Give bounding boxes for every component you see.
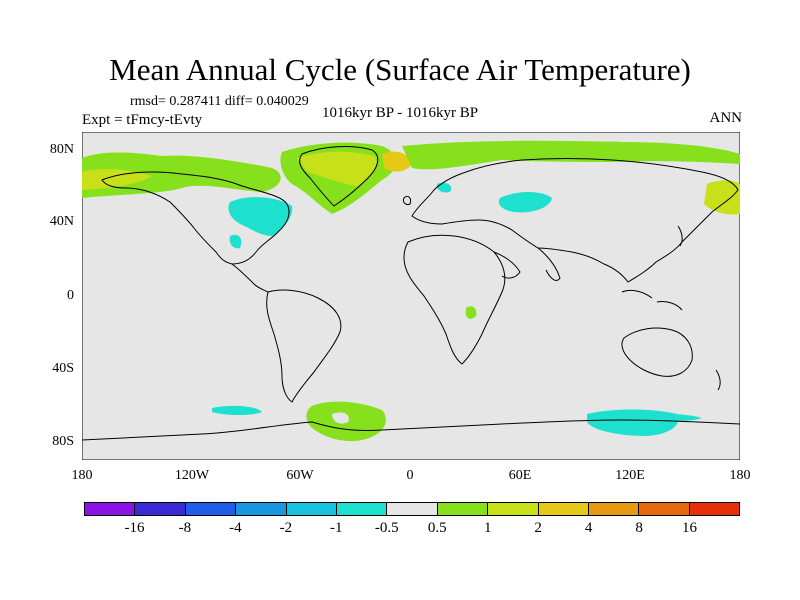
lat-tick-80n: 80N <box>49 142 74 157</box>
experiment-label: Expt = tFmcy-tEvty <box>82 112 203 128</box>
lon-tick-120w: 120W <box>174 468 210 483</box>
coast-eurasia <box>411 158 739 283</box>
world-map <box>82 132 740 460</box>
coastlines <box>82 146 740 441</box>
lat-tick-80s: 80S <box>52 434 74 449</box>
coast-indonesia <box>621 289 683 311</box>
anomaly-cool-gulf <box>229 234 242 249</box>
lat-tick-40n: 40N <box>49 214 74 229</box>
anomaly-cool-east-antarctica-tail <box>627 413 702 422</box>
colorbar-label: -1 <box>330 520 343 536</box>
colorbar-segment <box>437 503 489 515</box>
anomaly-warm-africa <box>465 306 477 319</box>
colorbar-segment <box>185 503 237 515</box>
anomaly-cool-north-america <box>228 197 293 236</box>
lat-tick-0: 0 <box>67 288 74 303</box>
colorbar-segment <box>135 503 186 515</box>
anomaly-fields <box>82 140 740 442</box>
colorbar-label: 0.5 <box>427 520 447 536</box>
colorbar-segment <box>85 503 136 515</box>
chart-title: Mean Annual Cycle (Surface Air Temperatu… <box>109 52 691 87</box>
colorbar-segment <box>236 503 287 515</box>
anomaly-cool-baltic <box>436 182 452 193</box>
stats-text: rmsd= 0.287411 diff= 0.040029 <box>130 94 309 109</box>
coast-antarctica <box>82 419 740 441</box>
colorbar-segment <box>639 503 690 515</box>
coast-north-america <box>101 171 290 265</box>
lon-tick-60e: 60E <box>508 468 532 483</box>
coast-japan <box>677 225 683 247</box>
lon-tick-60w: 60W <box>286 468 314 483</box>
anomaly-warm-east-siberia <box>602 141 643 155</box>
anomaly-warm-weddell-hole <box>332 412 349 424</box>
colorbar-segment <box>488 503 539 515</box>
anomaly-cool-central-asia <box>498 192 552 213</box>
colorbar-label: -8 <box>178 520 192 536</box>
coast-india <box>537 247 561 281</box>
season-label: ANN <box>709 110 743 126</box>
colorbar-segment <box>689 503 740 515</box>
period-label: 1016kyr BP - 1016kyr BP <box>322 105 479 121</box>
lon-tick-180w: 180 <box>71 468 93 483</box>
coast-central-america <box>231 263 269 293</box>
lat-tick-40s: 40S <box>52 361 74 376</box>
anomaly-warm-greenland-peak <box>382 151 412 172</box>
coast-arabia <box>493 251 521 279</box>
anomaly-warm-kamchatka <box>704 180 740 215</box>
coast-uk <box>403 195 411 205</box>
colorbar-label: -2 <box>279 520 293 536</box>
colorbar-label: 1 <box>483 520 492 536</box>
colorbar-label: 8 <box>635 520 643 536</box>
colorbar-label: -16 <box>124 520 145 536</box>
colorbar-segment <box>286 503 337 515</box>
colorbar-segment <box>538 503 589 515</box>
anomaly-warm-greenland-core <box>297 151 377 186</box>
colorbar-label: 4 <box>584 520 593 536</box>
anomaly-cool-south-pacific <box>212 405 262 415</box>
colorbar-label: 16 <box>682 520 698 536</box>
coast-new-zealand <box>715 369 721 391</box>
colorbar-label: 2 <box>534 520 542 536</box>
anomaly-warm-siberia <box>402 140 740 170</box>
colorbar-label: -4 <box>229 520 242 536</box>
coast-africa <box>403 234 506 365</box>
lon-tick-0: 0 <box>406 468 414 483</box>
colorbar-segment <box>588 503 640 515</box>
coast-south-america <box>266 289 342 403</box>
colorbar-segment <box>387 503 438 515</box>
anomaly-warm-arctic-west <box>82 152 281 198</box>
map-background <box>82 132 740 460</box>
anomaly-warm-arctic-west-core <box>82 169 152 190</box>
colorbar <box>84 502 740 516</box>
coast-greenland <box>299 146 379 207</box>
coast-australia <box>621 327 693 377</box>
lon-tick-120e: 120E <box>615 468 645 483</box>
lon-tick-180e: 180 <box>729 468 751 483</box>
colorbar-segment <box>336 503 388 515</box>
colorbar-label: -0.5 <box>374 520 399 536</box>
